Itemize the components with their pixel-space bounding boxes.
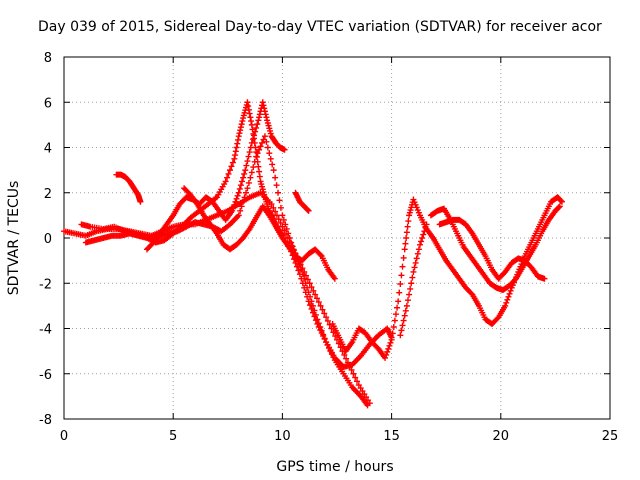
y-tick-labels: -8 -6 -4 -2 0 2 4 6 8 <box>39 51 52 428</box>
y-tick-label: 2 <box>44 187 52 202</box>
series-arc-10 <box>436 216 548 282</box>
x-axis-label: GPS time / hours <box>276 459 393 475</box>
series-arc-9 <box>427 203 563 294</box>
y-tick-label: -4 <box>39 323 52 338</box>
series-arc-11 <box>397 221 430 339</box>
x-tick-label: 25 <box>602 429 619 444</box>
y-tick-label: 0 <box>44 232 52 247</box>
series-arc-4 <box>113 171 144 205</box>
y-tick-label: 8 <box>44 51 52 66</box>
series-arc-7 <box>292 189 312 214</box>
y-tick-label: -8 <box>39 413 52 428</box>
y-tick-label: 6 <box>44 96 52 111</box>
x-tick-labels: 0 5 10 15 20 25 <box>60 429 618 444</box>
x-tick-label: 0 <box>60 429 68 444</box>
y-tick-label: 4 <box>44 142 52 157</box>
series-arc-8 <box>329 194 565 361</box>
x-tick-label: 15 <box>383 429 400 444</box>
x-tick-label: 10 <box>274 429 291 444</box>
y-tick-label: -2 <box>39 277 52 292</box>
series-arc-6 <box>181 185 338 282</box>
x-tick-label: 5 <box>169 429 177 444</box>
y-tick-label: -6 <box>39 368 52 383</box>
y-axis-label: SDTVAR / TECUs <box>6 181 22 296</box>
x-tick-label: 20 <box>493 429 510 444</box>
chart-title: Day 039 of 2015, Sidereal Day-to-day VTE… <box>38 19 602 35</box>
data-marks <box>61 99 565 409</box>
axis-ticks <box>63 56 611 420</box>
